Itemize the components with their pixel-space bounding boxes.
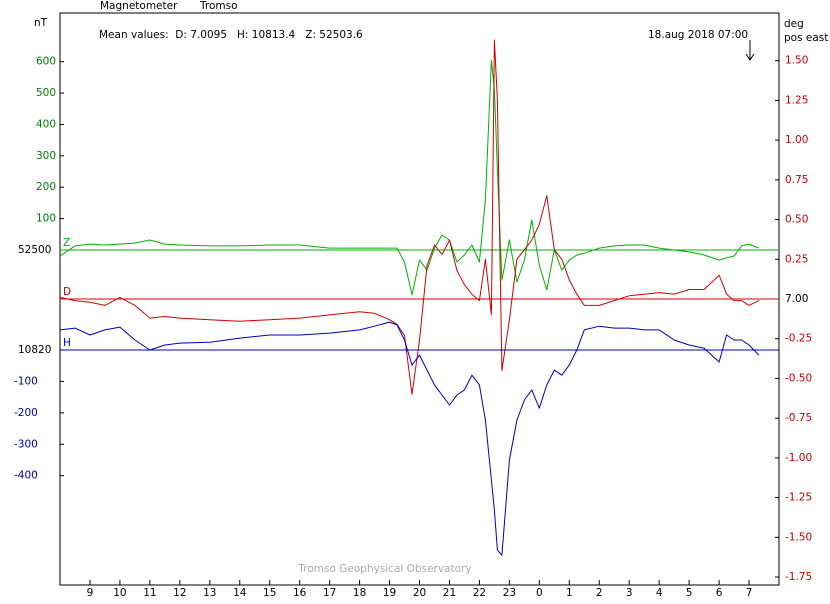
x-tick-label: 3 bbox=[626, 587, 633, 599]
x-tick-label: 13 bbox=[203, 587, 216, 599]
x-tick-label: 10 bbox=[113, 587, 126, 599]
y2-axis-label: pos east bbox=[784, 32, 828, 44]
x-tick-label: 20 bbox=[413, 587, 426, 599]
y-tick-label: 52500 bbox=[18, 244, 51, 256]
mean-values: Mean values: D: 7.0095 H: 10813.4 Z: 525… bbox=[99, 29, 363, 41]
y-tick-label: 10820 bbox=[18, 344, 51, 356]
y2-tick-label: -0.75 bbox=[785, 412, 812, 424]
x-tick-label: 22 bbox=[473, 587, 486, 599]
y-tick-label: 100 bbox=[36, 213, 56, 225]
x-tick-label: 2 bbox=[596, 587, 603, 599]
x-tick-label: 14 bbox=[233, 587, 247, 599]
y2-tick-label: 0.75 bbox=[785, 174, 808, 186]
x-tick-label: 15 bbox=[263, 587, 276, 599]
x-tick-label: 12 bbox=[173, 587, 186, 599]
x-tick-label: 21 bbox=[443, 587, 456, 599]
y2-tick-label: 0.50 bbox=[785, 214, 808, 226]
y-tick-label: 400 bbox=[36, 118, 56, 130]
y-tick-label: -300 bbox=[14, 438, 38, 450]
x-tick-label: 5 bbox=[686, 587, 693, 599]
x-tick-label: 9 bbox=[87, 587, 94, 599]
x-tick-label: 4 bbox=[656, 587, 663, 599]
x-tick-label: 19 bbox=[383, 587, 396, 599]
y-tick-label: 500 bbox=[36, 87, 56, 99]
series-name: Z bbox=[63, 237, 70, 249]
chart-title: Magnetometer bbox=[100, 0, 178, 12]
y-tick-label: -400 bbox=[14, 470, 38, 482]
x-tick-label: 16 bbox=[293, 587, 307, 599]
y2-tick-label: 7.00 bbox=[785, 293, 808, 305]
series-name: D bbox=[63, 286, 71, 298]
x-tick-label: 23 bbox=[503, 587, 516, 599]
y-tick-label: 300 bbox=[36, 150, 56, 162]
x-tick-label: 6 bbox=[716, 587, 723, 599]
x-tick-label: 7 bbox=[746, 587, 753, 599]
x-tick-label: 17 bbox=[323, 587, 336, 599]
credit: Tromso Geophysical Observatory bbox=[297, 563, 471, 575]
y2-tick-label: 1.50 bbox=[785, 55, 808, 67]
timestamp: 18.aug 2018 07:00 bbox=[648, 29, 748, 41]
x-tick-label: 1 bbox=[566, 587, 573, 599]
now-arrow bbox=[745, 40, 755, 61]
y-axis-label: nT bbox=[34, 17, 48, 29]
y2-axis-label: deg bbox=[784, 18, 804, 30]
y-tick-label: 200 bbox=[36, 181, 56, 193]
y-tick-label: -200 bbox=[14, 407, 38, 419]
y2-tick-label: -1.50 bbox=[785, 531, 812, 543]
y2-tick-label: -0.25 bbox=[785, 333, 812, 345]
y2-tick-label: 1.25 bbox=[785, 94, 808, 106]
series-line bbox=[59, 59, 760, 296]
y2-tick-label: -1.25 bbox=[785, 492, 812, 504]
y2-tick-label: 1.00 bbox=[785, 134, 808, 146]
y-tick-label: 600 bbox=[36, 56, 56, 68]
y2-tick-label: -1.00 bbox=[785, 452, 812, 464]
y2-tick-label: -1.75 bbox=[785, 571, 812, 583]
arrow-head bbox=[745, 53, 755, 61]
series-line bbox=[59, 321, 760, 556]
y-tick-label: -100 bbox=[14, 375, 38, 387]
x-tick-label: 11 bbox=[143, 587, 156, 599]
y2-tick-label: -0.50 bbox=[785, 372, 812, 384]
x-tick-label: 0 bbox=[536, 587, 543, 599]
series-line bbox=[59, 39, 760, 395]
y2-tick-label: 0.25 bbox=[785, 253, 808, 265]
station: Tromso bbox=[199, 0, 238, 12]
x-tick-label: 18 bbox=[353, 587, 366, 599]
series-name: H bbox=[63, 337, 71, 349]
